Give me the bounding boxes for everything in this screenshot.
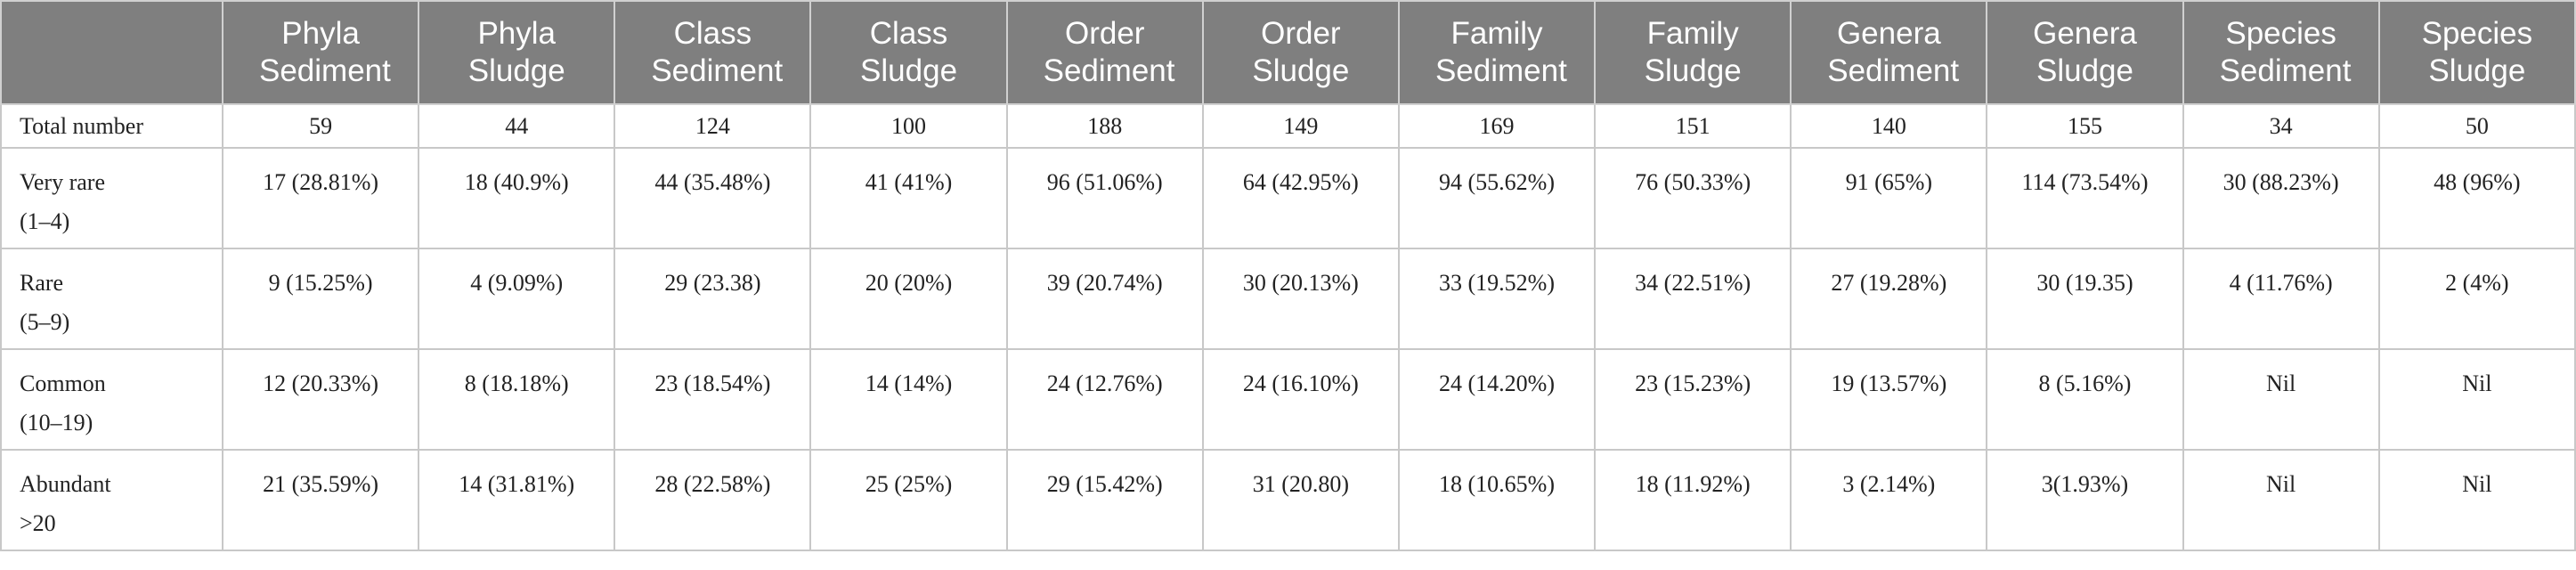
table-cell: 28 (22.58%) [614, 449, 812, 551]
table-cell: 18 (40.9%) [418, 147, 616, 249]
table-cell: 8 (5.16%) [1986, 348, 2184, 451]
table-cell: 31 (20.80) [1201, 449, 1400, 551]
table-cell: Nil [2377, 449, 2576, 551]
row-label-text: Very rare [20, 169, 105, 195]
table-cell: 4 (9.09%) [418, 248, 616, 350]
table-cell: 19 (13.57%) [1790, 348, 1988, 451]
table-cell: 50 [2377, 103, 2576, 149]
table-row: Abundant >20 21 (35.59%) 14 (31.81%) 28 (22.… [0, 449, 2576, 551]
column-header: Species Sludge [2377, 0, 2576, 105]
table-cell: 33 (19.52%) [1397, 248, 1597, 350]
column-header: Family Sludge [1594, 0, 1792, 105]
table-cell: 30 (20.13%) [1201, 248, 1400, 350]
column-header: Genera Sediment [1790, 0, 1988, 105]
table-cell: 14 (31.81%) [418, 449, 616, 551]
table-cell: 140 [1790, 103, 1988, 149]
table-row: Very rare (1–4) 17 (28.81%) 18 (40.9%) 44 (3… [0, 147, 2576, 249]
row-range: (1–4) [20, 208, 70, 234]
table-cell: 59 [221, 103, 420, 149]
data-table: Phyla Sediment Phyla Sludge Class Sediment… [0, 0, 2576, 551]
table-cell: 124 [614, 103, 812, 149]
row-label: Very rare (1–4) [0, 147, 223, 249]
table-cell: 39 (20.74%) [1005, 248, 1204, 350]
column-header: Family Sediment [1397, 0, 1597, 105]
table-cell: 23 (15.23%) [1594, 348, 1792, 451]
table-cell: 9 (15.25%) [221, 248, 420, 350]
table-cell: 20 (20%) [809, 248, 1008, 350]
row-label: Rare (5–9) [0, 248, 223, 350]
table-cell: 188 [1005, 103, 1204, 149]
table-cell: 96 (51.06%) [1005, 147, 1204, 249]
table-cell: 3 (2.14%) [1790, 449, 1988, 551]
table-row: Total number 59 44 124 100 188 149 169 151 140 155… [0, 103, 2576, 149]
table-cell: 155 [1986, 103, 2184, 149]
table-cell: 169 [1397, 103, 1597, 149]
table-cell: 114 (73.54%) [1986, 147, 2184, 249]
row-label: Abundant >20 [0, 449, 223, 551]
table-cell: 151 [1594, 103, 1792, 149]
table-cell: 44 [418, 103, 616, 149]
table-cell: 2 (4%) [2377, 248, 2576, 350]
table-cell: 8 (18.18%) [418, 348, 616, 451]
table-cell: 64 (42.95%) [1201, 147, 1400, 249]
column-header: Phyla Sediment [221, 0, 420, 105]
table-cell: 25 (25%) [809, 449, 1008, 551]
table-cell: 30 (88.23%) [2182, 147, 2380, 249]
table-cell: 34 (22.51%) [1594, 248, 1792, 350]
row-range: (5–9) [20, 309, 70, 335]
table-cell: 44 (35.48%) [614, 147, 812, 249]
table-row: Rare (5–9) 9 (15.25%) 4 (9.09%) 29 (23.38) 20… [0, 248, 2576, 350]
table-cell: 100 [809, 103, 1008, 149]
table-cell: 27 (19.28%) [1790, 248, 1988, 350]
table-cell: Nil [2182, 449, 2380, 551]
table-cell: 17 (28.81%) [221, 147, 420, 249]
table-cell: Nil [2182, 348, 2380, 451]
table-cell: 76 (50.33%) [1594, 147, 1792, 249]
column-header: Class Sediment [614, 0, 812, 105]
column-header: Order Sediment [1005, 0, 1204, 105]
row-label-text: Total number [20, 112, 143, 139]
column-header: Species Sediment [2182, 0, 2380, 105]
table-cell: 14 (14%) [809, 348, 1008, 451]
table-cell: 149 [1201, 103, 1400, 149]
column-header: Order Sludge [1201, 0, 1400, 105]
table-cell: 4 (11.76%) [2182, 248, 2380, 350]
row-label-text: Abundant [20, 471, 111, 497]
table-cell: 24 (16.10%) [1201, 348, 1400, 451]
table-cell: 29 (15.42%) [1005, 449, 1204, 551]
row-range: (10–19) [20, 410, 93, 436]
table-cell: 24 (14.20%) [1397, 348, 1597, 451]
row-label: Total number [0, 103, 223, 149]
column-header: Phyla Sludge [418, 0, 616, 105]
table-cell: 21 (35.59%) [221, 449, 420, 551]
table-cell: Nil [2377, 348, 2576, 451]
table-cell: 41 (41%) [809, 147, 1008, 249]
table-row: Common (10–19) 12 (20.33%) 8 (18.18%) 23 (18… [0, 348, 2576, 451]
column-header: Genera Sludge [1986, 0, 2184, 105]
row-label-text: Rare [20, 270, 64, 296]
table-cell: 23 (18.54%) [614, 348, 812, 451]
row-label: Common (10–19) [0, 348, 223, 451]
column-header: Class Sludge [809, 0, 1008, 105]
table-cell: 29 (23.38) [614, 248, 812, 350]
header-row: Phyla Sediment Phyla Sludge Class Sediment… [0, 0, 2576, 105]
table-cell: 18 (11.92%) [1594, 449, 1792, 551]
row-range: >20 [20, 510, 56, 536]
table-cell: 94 (55.62%) [1397, 147, 1597, 249]
table-cell: 30 (19.35) [1986, 248, 2184, 350]
table-cell: 24 (12.76%) [1005, 348, 1204, 451]
table-cell: 18 (10.65%) [1397, 449, 1597, 551]
table-cell: 48 (96%) [2377, 147, 2576, 249]
row-label-text: Common [20, 370, 106, 396]
corner-cell [0, 0, 223, 105]
table-cell: 12 (20.33%) [221, 348, 420, 451]
table-cell: 3(1.93%) [1986, 449, 2184, 551]
table-cell: 34 [2182, 103, 2380, 149]
table-cell: 91 (65%) [1790, 147, 1988, 249]
